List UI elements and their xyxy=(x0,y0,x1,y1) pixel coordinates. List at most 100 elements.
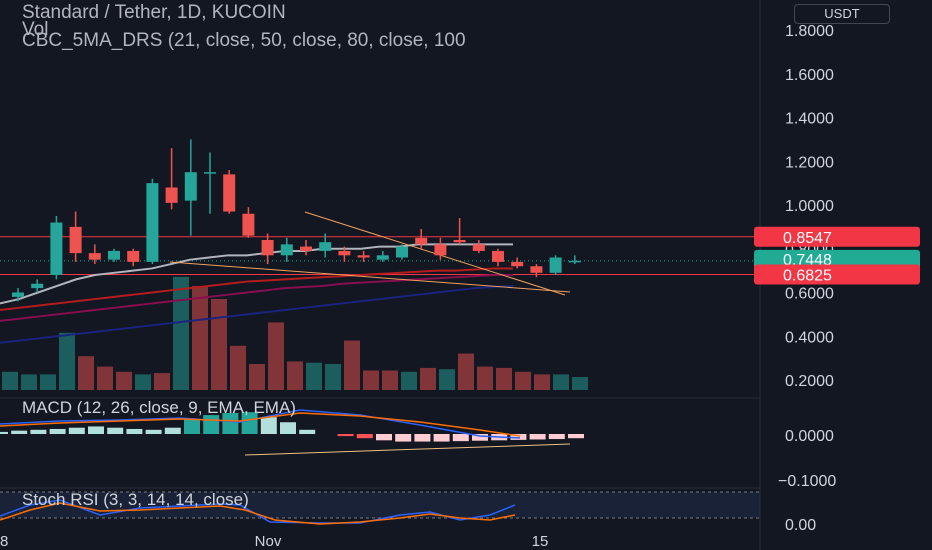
volume-bar xyxy=(534,374,550,390)
candle-body xyxy=(511,261,524,267)
macd-histogram-bar xyxy=(184,419,200,434)
macd-histogram-bar xyxy=(510,434,527,440)
volume-bar xyxy=(515,371,531,390)
macd-histogram-bar xyxy=(548,434,565,440)
volume-bar xyxy=(154,373,170,390)
currency-button[interactable]: USDT xyxy=(794,4,890,24)
volume-bar xyxy=(230,345,246,390)
candle-body xyxy=(242,213,255,236)
candle-body xyxy=(434,244,447,256)
candle-body xyxy=(184,172,197,201)
candle-body xyxy=(69,226,82,254)
price-tag-upper-bg xyxy=(754,226,920,247)
macd-histogram-bar xyxy=(356,434,373,439)
price-tag-lower: 0.6825 xyxy=(783,267,832,284)
macd-histogram-bar xyxy=(433,434,450,442)
volume-bar xyxy=(211,299,227,390)
price-tag-lower-bg xyxy=(754,264,920,285)
volume-bar xyxy=(420,367,436,390)
volume-bar xyxy=(40,374,56,390)
candle-body xyxy=(223,174,236,212)
candle-body xyxy=(261,240,274,256)
ma-indicator-label: CBC_5MA_DRS (21, close, 50, close, 80, c… xyxy=(22,30,466,51)
macd-histogram-bar xyxy=(568,434,584,439)
macd-histogram-bar xyxy=(145,429,162,434)
volume-bar xyxy=(401,371,417,390)
volume-bar xyxy=(268,322,284,390)
stoch-d-line xyxy=(0,502,516,525)
volume-bar xyxy=(572,377,588,390)
candle-body xyxy=(31,283,44,289)
candle-body xyxy=(472,244,485,251)
candle-body xyxy=(568,260,581,263)
macd-histogram-bar xyxy=(529,434,546,440)
candle-body xyxy=(319,242,332,251)
volume-bar xyxy=(2,371,18,390)
macd-histogram-bar xyxy=(68,427,85,434)
macd-histogram-bar xyxy=(299,429,316,434)
candle-body xyxy=(357,255,370,258)
volume-bar xyxy=(306,362,322,390)
volume-bar xyxy=(287,361,303,390)
candle-body xyxy=(376,255,389,260)
volume-bar xyxy=(21,374,37,390)
price-axis-label: 1.8000 xyxy=(785,23,834,40)
macd-histogram-bar xyxy=(30,429,47,434)
price-axis-label: 0.4000 xyxy=(785,329,834,346)
candle-body xyxy=(12,292,24,297)
price-axis-label: 1.6000 xyxy=(785,67,834,84)
macd-axis-label: 0.0000 xyxy=(785,428,834,445)
macd-histogram-bar xyxy=(164,427,181,434)
volume-label: Vol xyxy=(22,19,49,40)
moving-average-line xyxy=(0,267,513,311)
macd-trendline xyxy=(244,443,571,456)
chart-title: Standard / Tether, 1D, KUCOIN xyxy=(22,2,286,23)
volume-bar xyxy=(325,364,341,390)
candle-body xyxy=(127,250,140,262)
price-axis-label: 1.4000 xyxy=(785,111,834,128)
candle-body xyxy=(165,187,178,203)
candle-body xyxy=(453,240,466,243)
candle-body xyxy=(88,253,101,260)
time-axis-label: 15 xyxy=(532,533,549,550)
trendline xyxy=(169,261,571,293)
volume-bar xyxy=(439,369,455,390)
candle-body xyxy=(108,250,120,260)
volume-bar xyxy=(382,370,398,390)
macd-histogram-bar xyxy=(337,434,354,437)
stoch-rsi-band xyxy=(0,492,760,518)
candle-body xyxy=(204,172,216,174)
volume-bar xyxy=(192,286,208,390)
macd-histogram-bar xyxy=(280,422,296,434)
moving-average-line xyxy=(0,243,513,305)
price-tag-upper: 0.8547 xyxy=(783,230,832,247)
macd-histogram-bar xyxy=(414,434,431,442)
candle-body xyxy=(338,250,351,256)
volume-bar xyxy=(59,332,75,390)
macd-axis-label: −0.1000 xyxy=(778,473,836,490)
time-axis-label: 8 xyxy=(0,533,8,550)
macd-histogram-bar xyxy=(107,427,124,434)
candle-body xyxy=(396,246,408,258)
candle-body xyxy=(530,266,543,273)
volume-bar xyxy=(78,356,94,390)
volume-bar xyxy=(477,366,493,390)
price-axis-label: 0.6000 xyxy=(785,286,834,303)
volume-bar xyxy=(249,364,265,390)
macd-label: MACD (12, 26, close, 9, EMA, EMA) xyxy=(22,398,296,417)
macd-histogram-bar xyxy=(0,431,8,434)
volume-bar xyxy=(458,353,474,390)
volume-bar xyxy=(97,366,113,390)
macd-histogram-bar xyxy=(88,426,104,434)
macd-histogram-bar xyxy=(395,434,412,442)
candle-body xyxy=(280,244,293,256)
macd-histogram-bar xyxy=(241,412,258,434)
macd-line xyxy=(0,409,521,439)
macd-histogram-bar xyxy=(260,417,277,434)
candle-body xyxy=(146,183,159,262)
macd-histogram-bar xyxy=(11,430,28,434)
volume-bar xyxy=(116,371,132,390)
stoch-axis-label: 0.00 xyxy=(785,517,816,534)
macd-histogram-bar xyxy=(452,434,469,442)
